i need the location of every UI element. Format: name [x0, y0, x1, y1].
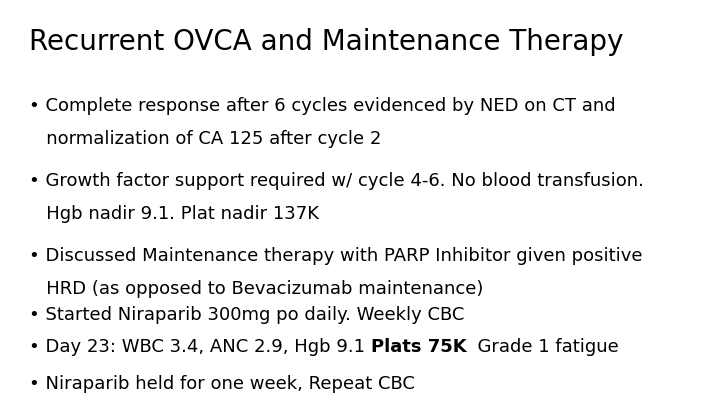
- Text: Hgb nadir 9.1. Plat nadir 137K: Hgb nadir 9.1. Plat nadir 137K: [29, 205, 319, 223]
- Text: • Niraparib held for one week, Repeat CBC: • Niraparib held for one week, Repeat CB…: [29, 375, 415, 392]
- Text: Grade 1 fatigue: Grade 1 fatigue: [466, 338, 619, 356]
- Text: Recurrent OVCA and Maintenance Therapy: Recurrent OVCA and Maintenance Therapy: [29, 28, 624, 56]
- Text: • Complete response after 6 cycles evidenced by NED on CT and: • Complete response after 6 cycles evide…: [29, 97, 616, 115]
- Text: Plats 75K: Plats 75K: [371, 338, 466, 356]
- Text: normalization of CA 125 after cycle 2: normalization of CA 125 after cycle 2: [29, 130, 381, 148]
- Text: HRD (as opposed to Bevacizumab maintenance): HRD (as opposed to Bevacizumab maintenan…: [29, 280, 483, 298]
- Text: • Discussed Maintenance therapy with PARP Inhibitor given positive: • Discussed Maintenance therapy with PAR…: [29, 247, 642, 265]
- Text: • Growth factor support required w/ cycle 4-6. No blood transfusion.: • Growth factor support required w/ cycl…: [29, 172, 644, 190]
- Text: • Started Niraparib 300mg po daily. Weekly CBC: • Started Niraparib 300mg po daily. Week…: [29, 306, 464, 324]
- Text: • Day 23: WBC 3.4, ANC 2.9, Hgb 9.1: • Day 23: WBC 3.4, ANC 2.9, Hgb 9.1: [29, 338, 371, 356]
